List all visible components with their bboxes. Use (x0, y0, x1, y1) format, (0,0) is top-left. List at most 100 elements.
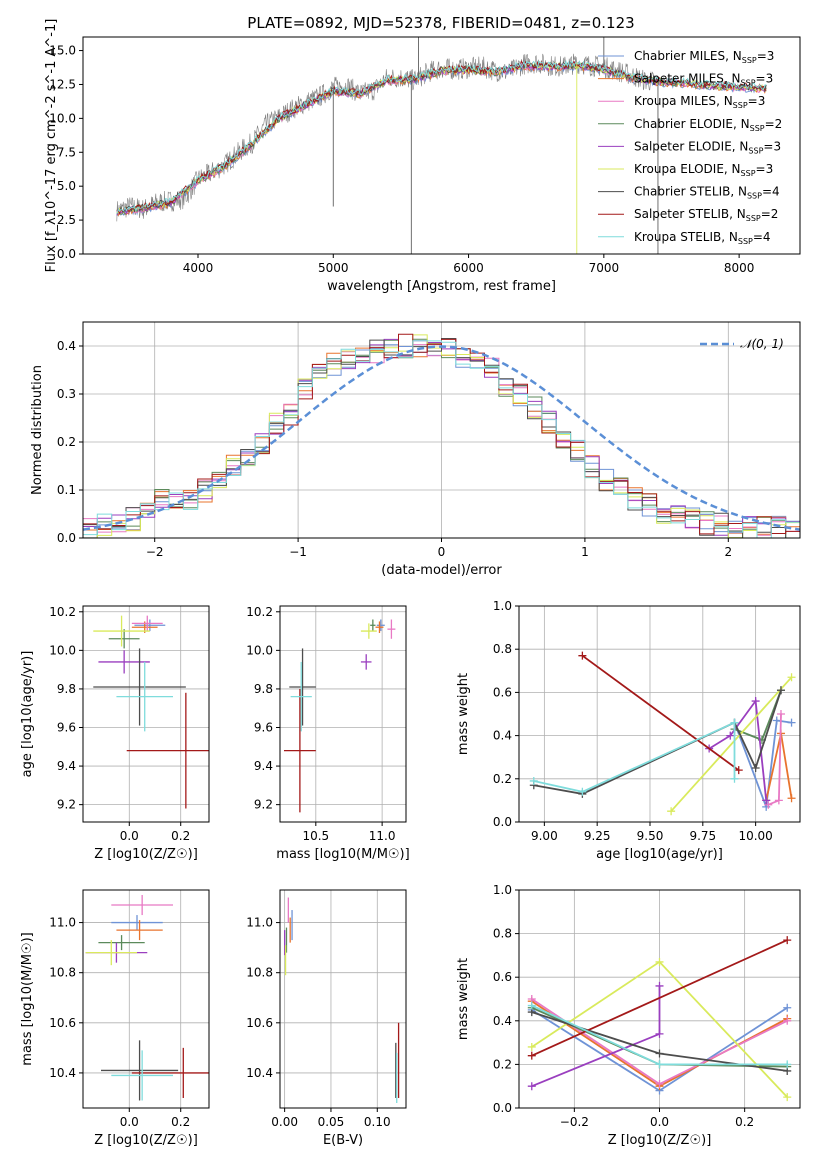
errorbar-kroupa-elodie (93, 615, 150, 647)
y-tick-label: 0.6 (493, 685, 512, 699)
y-axis-label: Flux [f_λ10^-17 erg cm^-2 s^-1 A^-1] (44, 19, 59, 273)
plot-area (93, 615, 209, 809)
legend-equals: = (761, 207, 771, 221)
axes-frame (82, 889, 210, 1109)
series-marker (655, 1049, 664, 1058)
axes-frame (279, 889, 407, 1109)
legend-nssp: 3 (773, 139, 781, 153)
errorbar-kroupa-miles (387, 619, 396, 639)
y-tick-label: 0.0 (57, 531, 76, 545)
errorbar-salpeter-miles (116, 920, 163, 941)
x-axis-label: age [log10(age/yr)] (596, 847, 723, 862)
series-marker (764, 800, 773, 809)
legend-subscript: SSP (741, 169, 756, 178)
legend-equals: = (757, 49, 767, 63)
legend-entry: Kroupa MILES, NSSP=3 (634, 94, 765, 110)
x-tick-label: 0.0 (120, 1115, 139, 1129)
legend-name: Salpeter ELODIE (634, 139, 732, 153)
legend-nssp: 4 (763, 230, 771, 244)
errorbar-chabrier-elodie (108, 629, 140, 649)
legend-prefix: , N (729, 207, 746, 221)
series-salpeter-elodie (527, 981, 664, 1091)
x-axis-label: (data-model)/error (381, 563, 502, 578)
y-tick-label: 10.4 (246, 1066, 273, 1080)
y-tick-label: 0.6 (493, 970, 512, 984)
series-marker (655, 957, 664, 966)
plot-area (116, 37, 767, 254)
series-marker (787, 794, 796, 803)
panel-mass-vs-Z: 0.0 0.2 10.4 10.6 10.8 11.0 Z [log10(Z/Z☉)] mas… (20, 889, 210, 1148)
series-salpeter-stelib (578, 651, 743, 775)
legend-name: Chabrier STELIB (634, 185, 730, 199)
legend-prefix: , N (716, 94, 733, 108)
errorbar-salpeter-stelib (283, 688, 316, 813)
errorbar-salpeter-elodie (360, 654, 372, 670)
x-tick-label: −0.2 (560, 1115, 589, 1129)
series-line (533, 689, 782, 795)
legend-subscript: SSP (742, 56, 757, 65)
legend-subscript: SSP (746, 214, 761, 223)
legend-subscript: SSP (748, 146, 763, 155)
x-axis-label: mass [log10(M/M☉)] (276, 847, 409, 862)
x-tick-label: 0.0 (120, 829, 139, 843)
legend-equals: = (756, 72, 766, 86)
errorbar-chabrier-elodie (98, 935, 145, 951)
legend-equals: = (763, 139, 773, 153)
x-axis-label: Z [log10(Z/Z☉)] (608, 1133, 712, 1148)
x-tick-label: 0.0 (650, 1115, 669, 1129)
series-marker (783, 1060, 792, 1069)
x-axis-label: wavelength [Angstrom, rest frame] (327, 279, 556, 294)
y-tick-label: 9.4 (254, 759, 273, 773)
series-marker (787, 718, 796, 727)
errorbar-salpeter-stelib (126, 692, 209, 809)
axes-frame (279, 605, 407, 823)
y-tick-label: 0.0 (57, 247, 76, 261)
series-marker (783, 1003, 792, 1012)
legend-entry: Chabrier STELIB, NSSP=4 (634, 185, 780, 201)
panel-residuals: −2 −1 0 1 2 0.0 0.1 0.2 0.3 0.4 (data-model)/error… (30, 321, 801, 578)
panel-weight-vs-Z: −0.2 0.0 0.2 0.0 0.2 0.4 0.6 0.8 1.0 Z [log10(Z/Z… (456, 883, 801, 1148)
series-marker (667, 807, 676, 816)
series-marker (751, 697, 760, 706)
legend-entry: Salpeter STELIB, NSSP=2 (634, 207, 778, 223)
y-tick-label: 9.2 (254, 798, 273, 812)
y-axis-label: mass [log10(M/M☉)] (20, 932, 35, 1065)
legend-name: Salpeter STELIB (634, 207, 729, 221)
legend-name: Chabrier MILES (634, 49, 725, 63)
series-marker (776, 686, 785, 695)
y-tick-label: 10.2 (246, 605, 273, 619)
errorbar-kroupa-stelib (290, 661, 312, 732)
y-tick-label: 10.0 (246, 643, 273, 657)
legend-equals: = (748, 94, 758, 108)
gaussian-curve (83, 345, 800, 531)
errorbar-kroupa-elodie (85, 940, 137, 966)
legend-entry: Kroupa STELIB, NSSP=4 (634, 230, 771, 246)
legend-entry: 𝒩(0, 1) (740, 337, 784, 351)
errorbar-salpeter-elodie (98, 650, 150, 674)
legend-nssp: 3 (766, 162, 774, 176)
x-tick-label: 0.05 (318, 1115, 345, 1129)
series-marker (776, 710, 785, 718)
y-tick-label: 10.8 (246, 966, 273, 980)
y-tick-label: 11.0 (49, 916, 76, 930)
series-marker (529, 776, 538, 785)
legend-nssp: 3 (758, 94, 766, 108)
y-tick-label: 0.2 (493, 1057, 512, 1071)
series-marker (527, 1001, 536, 1010)
legend-prefix: , N (721, 230, 738, 244)
errorbar-kroupa-stelib (111, 1050, 173, 1101)
axes-frame (518, 605, 801, 823)
y-tick-label: 9.8 (254, 682, 273, 696)
errorbar-chabrier-miles (111, 915, 163, 931)
series-marker (527, 1082, 536, 1091)
panel-spectrum: 4000 5000 6000 7000 8000 0.0 2.5 5.0 7.5 10.0 12.5… (44, 19, 801, 294)
x-tick-label: 6000 (453, 261, 484, 275)
y-tick-label: 9.2 (57, 798, 76, 812)
series-marker (527, 1051, 536, 1060)
series-marker (655, 981, 664, 990)
series-marker (730, 774, 739, 783)
panel-weight-vs-age: 9.00 9.25 9.50 9.75 10.00 0.0 0.2 0.4 0.6 0.8 1.0 a… (456, 599, 801, 862)
series-marker (772, 716, 781, 725)
legend-nssp: 2 (775, 117, 783, 131)
